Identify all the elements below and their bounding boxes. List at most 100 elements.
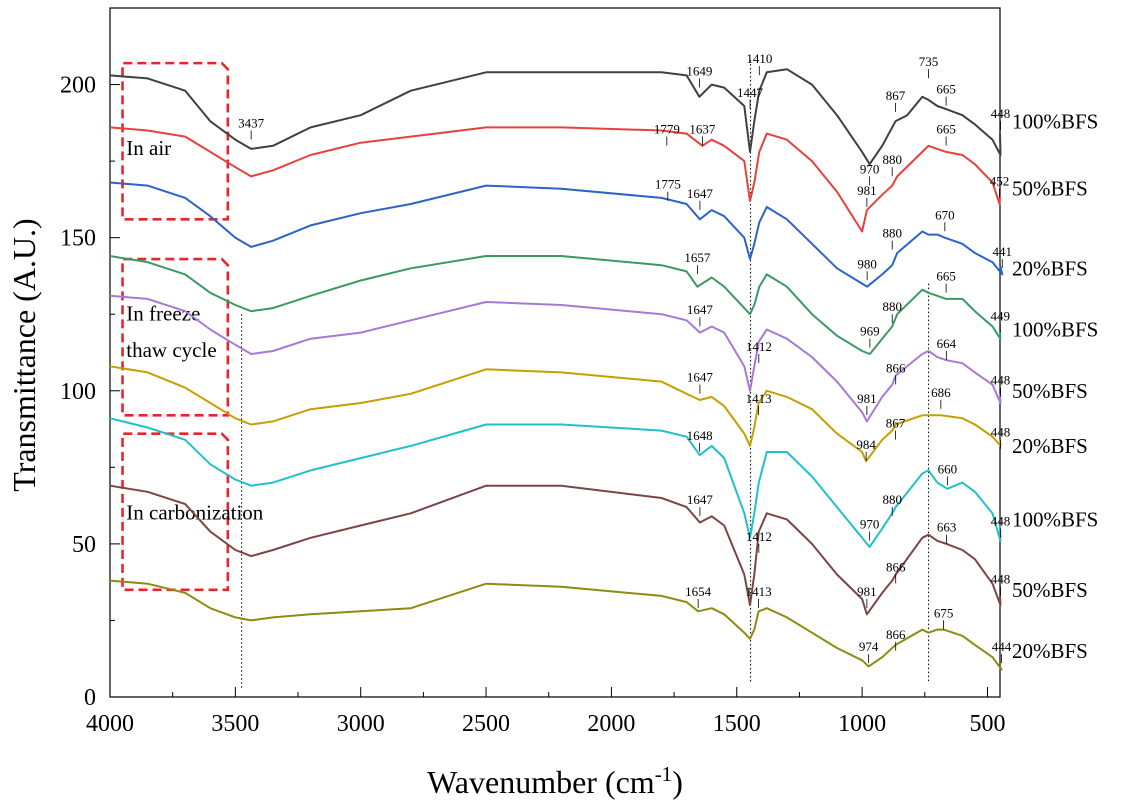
peak-label: 974 [859,639,879,654]
peak-label: 981 [857,183,877,198]
x-axis-title-main: Wavenumber (cm [427,764,655,800]
group-box [121,61,230,221]
series-line [109,579,1003,671]
peak-label: 448 [991,106,1011,121]
x-tick-label: 1500 [713,711,761,737]
series-line [109,417,1002,548]
y-tick-label: 150 [60,226,96,252]
x-tick-label: 2500 [462,711,510,737]
peak-label: 1413 [746,391,772,406]
peak-label: 670 [935,207,955,222]
series-label: 50%BFS [1012,578,1088,602]
peak-label: 448 [991,373,1011,388]
y-tick-label: 100 [60,379,96,405]
peak-label: 449 [991,308,1011,323]
peak-label: 981 [857,584,877,599]
peak-label: 866 [886,360,906,375]
peak-labels: 3437 1649 1447 1410 970 867 735 665 448 1779 1637 9… [238,51,1013,664]
series-label: 20%BFS [1012,434,1088,458]
series-label: 100%BFS [1012,109,1098,133]
series-label: 100%BFS [1012,507,1098,531]
peak-label: 880 [882,492,902,507]
series-line [109,294,1002,423]
x-tick-label: 3500 [211,711,259,737]
series-label: 20%BFS [1012,256,1088,280]
peak-label: 452 [990,174,1010,189]
peak-label: 3437 [238,115,265,130]
peak-label: 686 [931,385,951,400]
peak-label: 866 [886,559,906,574]
peak-label: 441 [993,244,1013,259]
y-axis-ticks: 0 50 100 150 200 [60,73,120,711]
group-box [121,257,230,417]
x-tick-label: 4000 [86,711,134,737]
series-line [109,365,1002,463]
group-box-label: In carbonization [126,500,264,524]
peak-label: 1775 [655,177,681,192]
x-axis-title: Wavenumber (cm-1) [427,762,683,800]
peak-label: 675 [934,605,954,620]
peak-label: 1412 [746,529,772,544]
peak-label: 969 [860,324,880,339]
peak-label: 880 [882,226,902,241]
peak-label: 1647 [687,302,714,317]
peak-label: 984 [856,437,876,452]
peak-label: 880 [882,299,902,314]
plot-frame [109,7,1001,698]
group-box [121,432,230,592]
x-tick-label: 2000 [587,711,635,737]
peak-label: 1657 [684,250,711,265]
series-labels: 100%BFS 50%BFS 20%BFS 100%BFS 50%BFS 20%BFS 10… [1012,109,1098,663]
plot-border [109,7,1001,698]
peak-label: 448 [991,514,1011,529]
x-axis-title-superscript: -1 [655,762,673,786]
series-line [109,68,1002,166]
series-line [109,484,1002,616]
series-label: 50%BFS [1012,177,1088,201]
peak-label: 1413 [746,584,772,599]
peak-label: 880 [882,152,902,167]
peak-label: 1412 [746,339,772,354]
series-line [109,255,1002,355]
peak-label: 665 [936,82,956,97]
peak-label: 1647 [687,492,714,507]
x-tick-label: 1000 [838,711,886,737]
peak-label: 663 [937,520,957,535]
peak-label: 970 [860,517,880,532]
series-label: 20%BFS [1012,639,1088,663]
peak-label: 1649 [686,63,712,78]
y-tick-label: 50 [72,532,96,558]
peak-label: 1447 [737,85,764,100]
series-label: 50%BFS [1012,379,1088,403]
group-box-label: In air [126,136,171,160]
series-line [109,181,1004,288]
y-tick-label: 200 [60,73,96,99]
series-line [109,126,1001,233]
peak-label: 665 [936,122,956,137]
y-tick-label: 0 [84,685,96,711]
peak-label: 664 [937,336,957,351]
peak-label: 444 [992,639,1012,654]
peak-label: 448 [991,425,1011,440]
group-box-label: thaw cycle [126,338,216,362]
peak-label: 981 [857,391,877,406]
peak-label: 1647 [687,370,714,385]
peak-label: 1648 [687,428,713,443]
x-axis-ticks: 4000 3500 3000 2500 2000 1500 1000 500 [86,687,1005,737]
series-label: 100%BFS [1012,318,1098,342]
peak-label: 1654 [685,584,712,599]
peak-label: 1647 [687,186,714,201]
peak-label: 735 [919,54,939,69]
series-lines [109,68,1004,671]
y-axis-title: Transmittance (A.U.) [6,218,42,491]
peak-label: 970 [860,161,880,176]
peak-label: 448 [991,572,1011,587]
x-tick-label: 3000 [337,711,385,737]
peak-label: 867 [886,88,906,103]
x-tick-label: 500 [969,711,1005,737]
peak-label: 866 [886,627,906,642]
peak-label: 665 [936,269,956,284]
peak-label: 1779 [654,122,680,137]
